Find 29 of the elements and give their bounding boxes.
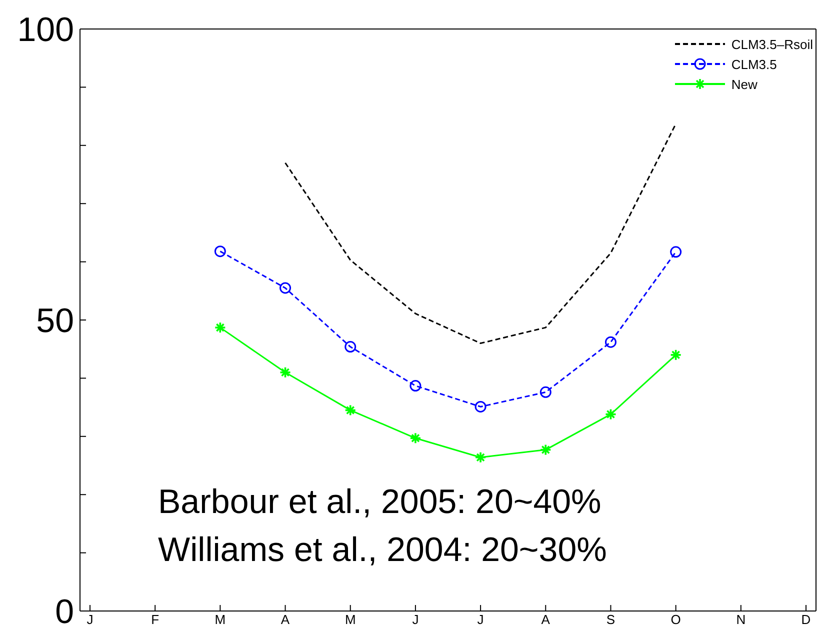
legend-label: New bbox=[731, 76, 758, 92]
point bbox=[280, 282, 292, 294]
legend-label: CLM3.5–Rsoil bbox=[731, 36, 813, 52]
point bbox=[344, 341, 356, 353]
y-tick-label: 50 bbox=[36, 302, 74, 340]
x-tick-label: A bbox=[541, 612, 550, 628]
x-tick-label: O bbox=[670, 612, 681, 628]
x-tick-label: D bbox=[801, 612, 811, 628]
x-tick-label: J bbox=[86, 612, 94, 628]
x-tick-label: N bbox=[736, 612, 746, 628]
x-tick-label: F bbox=[151, 612, 160, 628]
x-tick-label: S bbox=[606, 612, 616, 628]
x-tick-label: J bbox=[477, 612, 484, 628]
line-series bbox=[284, 123, 677, 344]
point bbox=[410, 380, 422, 392]
legend-label: CLM3.5 bbox=[731, 56, 777, 72]
x-tick-label: M bbox=[344, 612, 356, 628]
point bbox=[604, 336, 616, 348]
x-tick-label: A bbox=[280, 612, 290, 628]
y-tick-label: 100 bbox=[17, 11, 74, 50]
point bbox=[214, 246, 226, 258]
x-tick-label: J bbox=[412, 612, 419, 628]
point bbox=[540, 386, 552, 398]
annotation: Williams et al., 2004: 20~30% bbox=[158, 530, 607, 571]
point bbox=[670, 246, 682, 258]
x-tick-label: M bbox=[214, 612, 226, 628]
y-tick-label: 0 bbox=[55, 593, 74, 632]
annotation: Barbour et al., 2005: 20~40% bbox=[158, 482, 602, 523]
point bbox=[474, 400, 486, 412]
